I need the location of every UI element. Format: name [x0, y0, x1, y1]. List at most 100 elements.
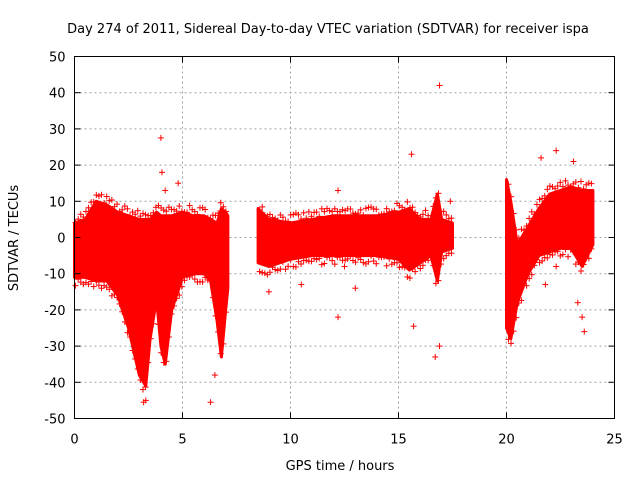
data-point — [422, 207, 429, 214]
data-point — [121, 203, 128, 210]
y-tick-label: 50 — [49, 51, 66, 66]
data-point — [259, 269, 266, 276]
data-point — [436, 343, 443, 350]
data-point — [393, 259, 400, 266]
data-point — [435, 277, 442, 284]
data-point — [360, 212, 367, 219]
data-point — [544, 254, 551, 261]
data-point — [510, 328, 517, 335]
data-point — [401, 206, 408, 213]
data-point — [585, 180, 592, 187]
data-point — [311, 255, 318, 262]
data-point — [85, 204, 92, 211]
data-point — [116, 300, 123, 307]
data-point — [518, 226, 525, 233]
data-point — [375, 212, 382, 219]
data-point — [147, 212, 154, 219]
data-point — [279, 214, 286, 221]
data-point — [127, 212, 134, 219]
data-point — [541, 192, 548, 199]
data-point — [90, 283, 97, 290]
data-point — [261, 270, 268, 277]
data-point — [93, 278, 100, 285]
data-point — [168, 310, 175, 317]
data-point — [111, 291, 118, 298]
data-point — [142, 384, 149, 391]
data-point — [546, 251, 553, 258]
data-point — [448, 215, 455, 222]
data-point — [158, 349, 165, 356]
data-point — [321, 208, 328, 215]
data-point — [526, 215, 533, 222]
data-point — [80, 214, 87, 221]
data-point — [98, 191, 105, 198]
data-point — [215, 328, 222, 335]
data-point — [256, 207, 263, 214]
data-point — [313, 209, 320, 216]
data-point — [282, 266, 289, 273]
data-point — [574, 299, 581, 306]
axis-ticks: -50 -40 -30 -20 -10 0 10 20 30 40 50 0 5 10 15 20 25 — [44, 51, 623, 448]
data-point — [438, 261, 445, 268]
data-point — [127, 334, 134, 341]
data-point — [355, 210, 362, 217]
data-point — [85, 281, 92, 288]
data-point — [408, 151, 415, 158]
data-point — [409, 204, 416, 211]
data-points — [72, 82, 595, 406]
x-tick-label: 0 — [70, 433, 78, 448]
data-point — [75, 276, 82, 283]
data-point — [222, 309, 229, 316]
data-point — [184, 209, 191, 216]
data-point — [298, 281, 305, 288]
data-point — [572, 179, 579, 186]
y-tick-label: 40 — [49, 87, 66, 102]
data-point — [279, 259, 286, 266]
data-point — [410, 323, 417, 330]
data-point — [342, 257, 349, 264]
data-point — [134, 365, 141, 372]
data-point — [396, 264, 403, 271]
data-point — [202, 206, 209, 213]
data-point — [580, 185, 587, 192]
data-point — [95, 193, 102, 200]
data-point — [386, 255, 393, 262]
data-point — [207, 399, 214, 406]
data-point — [277, 266, 284, 273]
y-tick-label: 10 — [49, 195, 66, 210]
data-point — [72, 282, 79, 289]
data-point — [419, 211, 426, 218]
data-point — [430, 203, 437, 210]
data-point — [298, 215, 305, 222]
data-point — [202, 274, 209, 281]
data-point — [559, 251, 566, 258]
data-point — [93, 192, 100, 199]
data-point — [121, 318, 128, 325]
x-tick-label: 25 — [606, 433, 623, 448]
data-point — [124, 205, 131, 212]
data-point — [176, 292, 183, 299]
data-point — [412, 268, 419, 275]
data-point — [290, 211, 297, 218]
data-point — [134, 207, 141, 214]
data-point — [448, 250, 455, 257]
data-point — [432, 280, 439, 287]
data-band — [73, 199, 230, 388]
data-point — [427, 216, 434, 223]
data-point — [132, 211, 139, 218]
data-point — [406, 204, 413, 211]
data-point — [414, 262, 421, 269]
data-point — [538, 154, 545, 161]
data-band — [256, 192, 454, 283]
data-point — [531, 262, 538, 269]
data-point — [533, 256, 540, 263]
data-point — [292, 263, 299, 270]
data-point — [119, 308, 126, 315]
data-point — [285, 263, 292, 270]
data-point — [357, 206, 364, 213]
data-point — [562, 177, 569, 184]
data-point — [165, 334, 172, 341]
chart-title: Day 274 of 2011, Sidereal Day-to-day VTE… — [67, 22, 589, 37]
data-point — [326, 207, 333, 214]
data-point — [150, 209, 157, 216]
